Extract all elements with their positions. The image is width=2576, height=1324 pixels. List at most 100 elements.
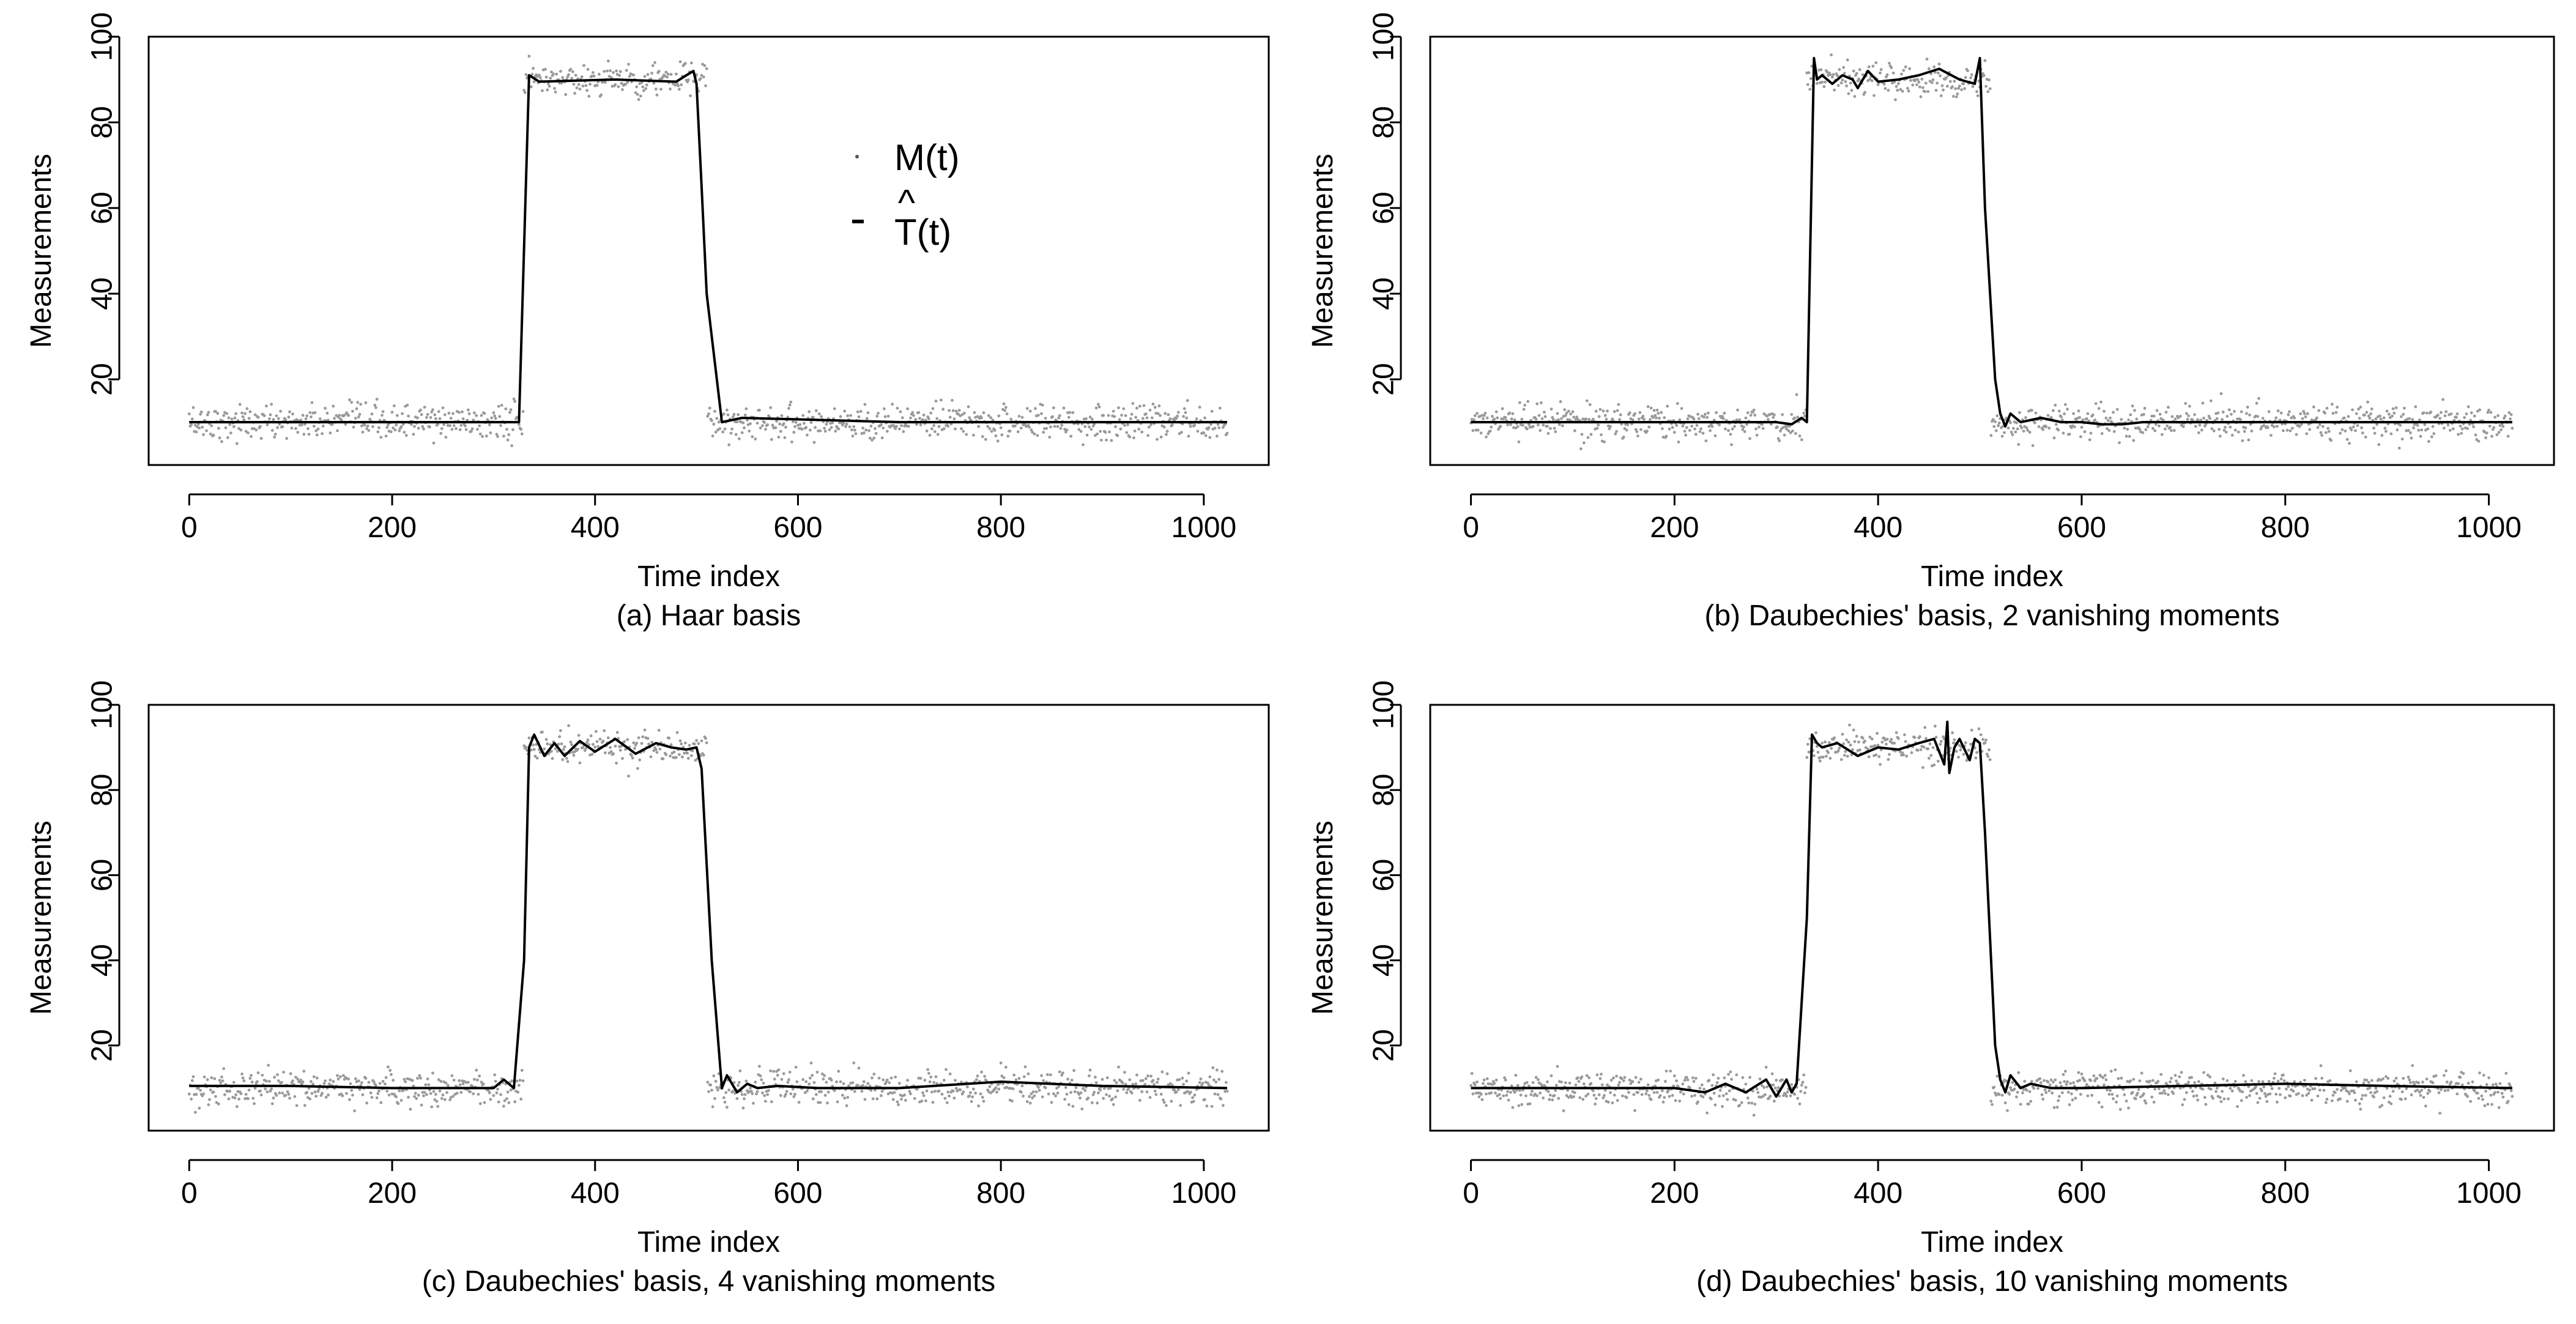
measurement-point: [1646, 1083, 1650, 1087]
measurement-point: [603, 729, 606, 732]
measurement-point: [1918, 735, 1921, 738]
measurement-point: [1189, 425, 1192, 428]
measurement-point: [2193, 413, 2197, 417]
measurement-point: [532, 67, 535, 70]
measurement-point: [2164, 1092, 2167, 1095]
measurement-point: [511, 428, 514, 431]
measurement-point: [914, 418, 918, 421]
measurement-point: [1214, 1080, 1218, 1084]
measurement-point: [1077, 1093, 1081, 1096]
measurement-point: [554, 747, 557, 751]
measurement-point: [2262, 424, 2266, 427]
measurement-point: [381, 1080, 385, 1083]
measurement-point: [1991, 418, 1995, 422]
measurement-point: [1906, 86, 1909, 90]
measurement-point: [2005, 1079, 2008, 1083]
measurement-point: [276, 426, 279, 430]
estimate-line-2: [189, 733, 1228, 1094]
measurement-point: [1963, 87, 1967, 91]
measurement-point: [1713, 434, 1717, 437]
measurement-point: [1016, 430, 1020, 434]
measurement-point: [974, 1092, 978, 1095]
measurement-point: [1735, 1073, 1739, 1077]
measurement-point: [1658, 1094, 1662, 1098]
measurement-point: [988, 427, 992, 430]
measurement-point: [2487, 1076, 2490, 1079]
measurement-point: [1633, 412, 1636, 415]
measurement-point: [390, 430, 393, 434]
measurement-point: [951, 409, 955, 412]
measurement-point: [1758, 1077, 1762, 1080]
measurement-point: [1142, 404, 1146, 407]
measurement-point: [1088, 1074, 1091, 1077]
measurement-point: [294, 1076, 297, 1079]
measurement-point: [2356, 424, 2359, 427]
measurement-point: [2083, 1079, 2087, 1082]
measurement-point: [2204, 1103, 2208, 1106]
measurement-point: [1171, 423, 1174, 426]
measurement-point: [261, 1073, 264, 1077]
measurement-point: [532, 743, 535, 746]
measurement-point: [1849, 81, 1852, 85]
measurement-point: [439, 432, 443, 435]
measurement-point: [606, 69, 609, 73]
measurement-point: [335, 414, 338, 417]
measurement-point: [780, 414, 784, 417]
measurement-point: [2081, 418, 2085, 422]
measurement-point: [1105, 1076, 1109, 1079]
measurement-point: [2449, 412, 2453, 415]
measurement-point: [392, 1079, 395, 1082]
y-tick-label: 20: [1368, 1029, 1400, 1062]
measurement-point: [1537, 1078, 1540, 1081]
measurement-point: [1482, 414, 1486, 417]
measurement-point: [291, 1079, 294, 1082]
measurement-point: [2250, 1079, 2254, 1082]
measurement-point: [809, 421, 813, 424]
measurement-point: [1802, 411, 1806, 415]
measurement-point: [1870, 79, 1874, 83]
plot-frame-1: [1429, 35, 2555, 466]
x-tick-label: 1000: [1171, 1177, 1236, 1210]
measurement-point: [1830, 53, 1833, 57]
measurement-point: [2443, 414, 2447, 417]
measurement-point: [321, 1092, 324, 1095]
measurement-point: [1140, 1090, 1144, 1093]
measurement-point: [2380, 1104, 2384, 1107]
measurement-point: [971, 1095, 974, 1099]
measurement-point: [835, 1080, 838, 1084]
measurement-point: [2201, 401, 2205, 405]
measurement-point: [1688, 429, 1691, 432]
measurement-point: [2210, 427, 2214, 431]
measurement-point: [1548, 1098, 1551, 1101]
measurement-point: [894, 1075, 897, 1079]
measurement-point: [1634, 428, 1638, 431]
measurement-point: [507, 1101, 511, 1104]
measurement-point: [2320, 434, 2324, 437]
measurement-point: [447, 411, 451, 415]
measurement-point: [312, 425, 316, 428]
measurement-point: [201, 425, 204, 429]
measurement-point: [435, 1099, 439, 1103]
measurement-point: [737, 413, 740, 417]
measurement-point: [2354, 1098, 2357, 1102]
measurement-point: [310, 401, 314, 404]
measurement-point: [758, 409, 761, 412]
measurement-point: [2103, 1074, 2107, 1077]
measurement-point: [886, 1078, 889, 1082]
measurement-point: [1202, 431, 1206, 435]
measurement-point: [410, 1079, 414, 1082]
measurement-point: [880, 423, 883, 426]
measurement-point: [513, 400, 517, 403]
measurement-point: [1815, 82, 1819, 85]
measurement-point: [245, 407, 249, 411]
measurement-point: [2313, 1087, 2317, 1090]
measurement-point: [287, 415, 291, 419]
measurement-point: [732, 1081, 736, 1084]
measurement-point: [1037, 414, 1040, 417]
measurement-point: [443, 413, 447, 417]
measurement-point: [2319, 431, 2323, 434]
measurement-point: [1958, 744, 1961, 747]
measurement-point: [342, 1074, 345, 1077]
measurement-point: [929, 411, 933, 415]
measurement-point: [957, 412, 960, 416]
